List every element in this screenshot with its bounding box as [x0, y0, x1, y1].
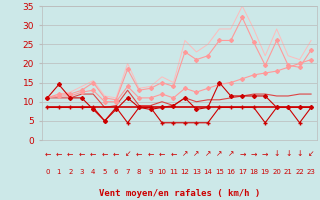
- Text: 14: 14: [204, 169, 212, 175]
- Text: →: →: [262, 150, 268, 158]
- Text: ←: ←: [44, 150, 51, 158]
- Text: ↗: ↗: [216, 150, 222, 158]
- Text: ↓: ↓: [296, 150, 303, 158]
- Text: 9: 9: [148, 169, 153, 175]
- Text: 1: 1: [57, 169, 61, 175]
- Text: 20: 20: [272, 169, 281, 175]
- Text: 18: 18: [249, 169, 258, 175]
- Text: ←: ←: [136, 150, 142, 158]
- Text: ←: ←: [78, 150, 85, 158]
- Text: ←: ←: [113, 150, 119, 158]
- Text: ←: ←: [147, 150, 154, 158]
- Text: 23: 23: [307, 169, 316, 175]
- Text: 12: 12: [180, 169, 189, 175]
- Text: 2: 2: [68, 169, 72, 175]
- Text: Vent moyen/en rafales ( km/h ): Vent moyen/en rafales ( km/h ): [99, 189, 260, 198]
- Text: 15: 15: [215, 169, 224, 175]
- Text: ↗: ↗: [182, 150, 188, 158]
- Text: ←: ←: [101, 150, 108, 158]
- Text: ↓: ↓: [274, 150, 280, 158]
- Text: ↓: ↓: [285, 150, 291, 158]
- Text: ←: ←: [56, 150, 62, 158]
- Text: ←: ←: [170, 150, 177, 158]
- Text: 10: 10: [157, 169, 166, 175]
- Text: 19: 19: [261, 169, 270, 175]
- Text: ←: ←: [90, 150, 96, 158]
- Text: 17: 17: [238, 169, 247, 175]
- Text: 6: 6: [114, 169, 118, 175]
- Text: 16: 16: [226, 169, 235, 175]
- Text: 22: 22: [295, 169, 304, 175]
- Text: 8: 8: [137, 169, 141, 175]
- Text: →: →: [239, 150, 245, 158]
- Text: 21: 21: [284, 169, 292, 175]
- Text: ←: ←: [159, 150, 165, 158]
- Text: ↗: ↗: [205, 150, 211, 158]
- Text: 5: 5: [102, 169, 107, 175]
- Text: ↙: ↙: [124, 150, 131, 158]
- Text: 3: 3: [79, 169, 84, 175]
- Text: 11: 11: [169, 169, 178, 175]
- Text: 0: 0: [45, 169, 50, 175]
- Text: 13: 13: [192, 169, 201, 175]
- Text: 7: 7: [125, 169, 130, 175]
- Text: ←: ←: [67, 150, 74, 158]
- Text: ↙: ↙: [308, 150, 314, 158]
- Text: →: →: [251, 150, 257, 158]
- Text: ↗: ↗: [228, 150, 234, 158]
- Text: 4: 4: [91, 169, 95, 175]
- Text: ↗: ↗: [193, 150, 200, 158]
